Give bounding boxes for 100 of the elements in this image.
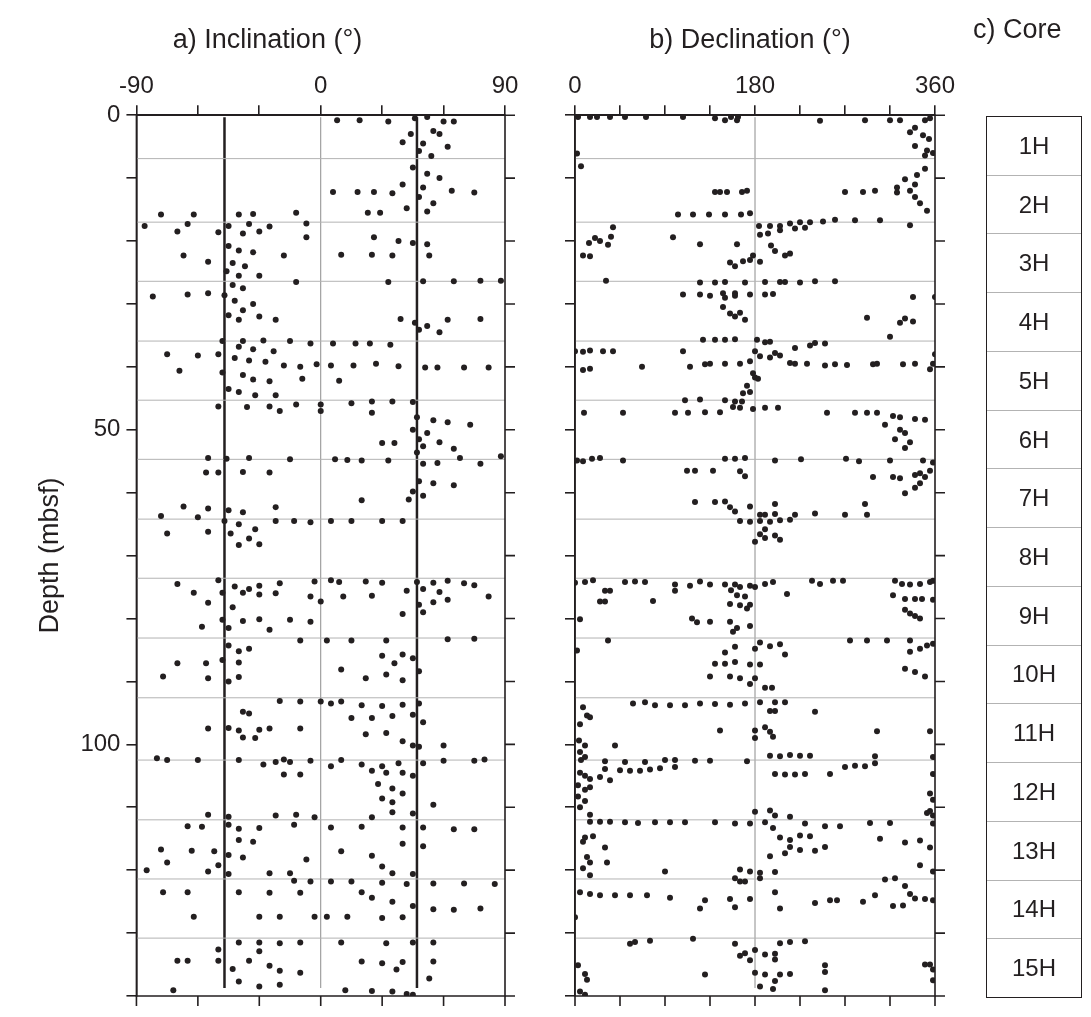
point xyxy=(792,511,798,518)
point xyxy=(600,348,606,355)
point xyxy=(872,892,878,899)
point xyxy=(907,129,913,136)
point xyxy=(174,580,181,587)
point xyxy=(307,757,314,764)
point xyxy=(892,436,898,443)
point xyxy=(256,616,263,623)
point xyxy=(383,730,390,737)
point xyxy=(924,642,930,649)
point xyxy=(338,698,345,705)
point xyxy=(174,228,181,235)
point xyxy=(610,348,616,355)
point xyxy=(603,277,609,284)
point xyxy=(420,443,427,450)
point xyxy=(194,514,201,521)
point xyxy=(338,848,345,855)
point xyxy=(450,482,457,489)
point xyxy=(607,777,613,784)
point xyxy=(860,188,866,195)
point xyxy=(422,364,429,371)
point xyxy=(747,957,753,964)
point xyxy=(712,336,718,343)
point xyxy=(734,241,740,248)
point xyxy=(930,753,935,760)
point xyxy=(912,360,918,367)
point xyxy=(158,211,165,218)
point xyxy=(379,579,386,586)
point xyxy=(747,661,753,668)
point xyxy=(607,818,613,825)
point xyxy=(737,602,743,609)
point xyxy=(317,407,324,414)
point xyxy=(190,913,197,920)
point xyxy=(485,593,492,600)
point xyxy=(902,429,908,436)
point xyxy=(930,796,935,803)
point xyxy=(772,950,778,957)
point xyxy=(817,117,823,124)
point xyxy=(722,660,728,667)
point xyxy=(914,171,920,178)
point xyxy=(787,938,793,945)
point xyxy=(235,757,242,764)
point xyxy=(250,249,257,256)
point xyxy=(190,589,197,596)
point xyxy=(395,760,402,767)
point xyxy=(757,353,763,360)
point xyxy=(246,710,253,717)
point xyxy=(580,367,586,373)
point xyxy=(890,412,896,419)
point xyxy=(225,870,232,877)
point xyxy=(239,285,246,292)
point xyxy=(368,409,375,416)
point xyxy=(307,340,314,347)
point xyxy=(777,940,783,947)
point xyxy=(467,421,474,428)
point xyxy=(602,844,608,851)
point xyxy=(184,221,191,228)
point xyxy=(927,467,933,474)
point xyxy=(902,176,908,183)
point xyxy=(225,813,232,820)
point xyxy=(702,409,708,416)
point xyxy=(239,468,246,475)
point xyxy=(587,859,593,866)
point xyxy=(262,358,269,365)
text: 2H xyxy=(987,174,1081,234)
point xyxy=(742,316,748,323)
point xyxy=(690,935,696,942)
point xyxy=(727,618,733,625)
point xyxy=(722,278,728,285)
point xyxy=(747,582,753,589)
point xyxy=(399,824,406,831)
point xyxy=(272,518,279,524)
point xyxy=(327,518,334,524)
point xyxy=(444,577,451,584)
point xyxy=(822,843,828,850)
point xyxy=(632,938,638,945)
point xyxy=(272,590,279,597)
point xyxy=(225,507,232,514)
point xyxy=(752,645,758,652)
point xyxy=(757,531,763,538)
point xyxy=(158,846,165,853)
point xyxy=(280,362,287,369)
point xyxy=(927,115,933,122)
point xyxy=(266,725,273,732)
point xyxy=(198,823,205,830)
point xyxy=(762,339,768,346)
point xyxy=(225,642,232,649)
point xyxy=(862,117,868,124)
point xyxy=(205,868,212,875)
point xyxy=(250,300,257,307)
point xyxy=(577,721,583,728)
text: 12H xyxy=(987,762,1081,821)
point xyxy=(827,897,833,904)
point xyxy=(576,737,582,744)
point xyxy=(632,578,638,585)
point xyxy=(927,728,933,735)
point xyxy=(860,898,866,905)
point xyxy=(747,680,753,687)
point xyxy=(383,769,390,776)
point xyxy=(762,684,768,691)
